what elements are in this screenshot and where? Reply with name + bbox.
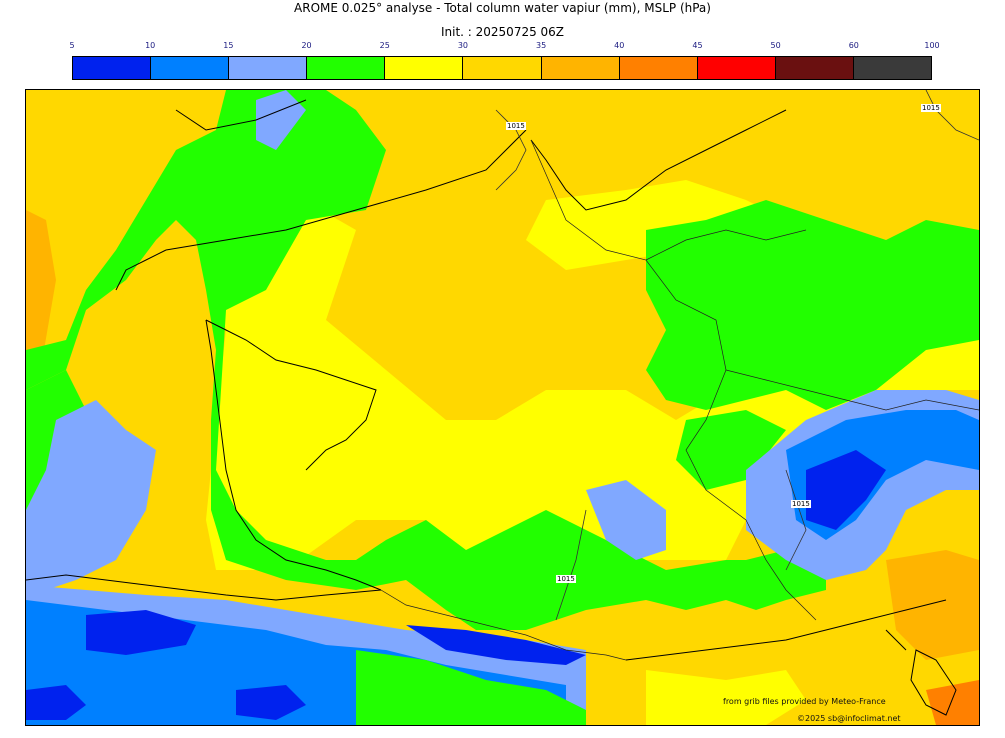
colorbar-swatch [385,57,464,79]
field-5-10-cantabria [86,610,196,655]
colorbar-tick-label: 100 [924,41,940,50]
colorbar-swatch [307,57,386,79]
field-15-20-ocean [26,400,156,590]
isobar-label: 1015 [506,122,526,130]
isobar-label: 1015 [921,104,941,112]
field-15-20-massif [586,480,666,560]
colorbar-swatch [697,57,776,79]
colorbar-tick-label: 25 [379,41,390,50]
isobar-label: 1015 [556,575,576,583]
colorbar-swatch [73,57,152,79]
isobar-label: 1015 [791,500,811,508]
field-20-25-east [646,200,979,410]
colorbar-tick-label: 60 [848,41,859,50]
map-title: AROME 0.025° analyse - Total column wate… [294,1,711,15]
field-20-25-ebro [356,650,586,725]
field-5-10-iberia-c [236,685,306,720]
colorbar-tick-label: 20 [301,41,312,50]
init-time: Init. : 20250725 06Z [440,25,565,39]
colorbar-tick-label: 10 [145,41,156,50]
colorbar-swatch [619,57,698,79]
colorbar-swatch [775,57,854,79]
colorbar-swatch [853,57,932,79]
field-25-30-gulf [646,670,806,725]
colorbar-swatch [229,57,308,79]
field-5-10-pyrenees [406,625,586,665]
colorbar-swatch [151,57,230,79]
colorbar-tick-label: 35 [535,41,547,50]
water-vapour-map [26,90,979,725]
colorbar [72,56,932,80]
source-credit: from grib files provided by Meteo-France [723,697,886,706]
coastlines [26,99,957,716]
copyright-notice: ©2025 sb@infoclimat.net [797,714,901,723]
field-5-10-iberia-sw [26,685,86,720]
colorbar-tick-label: 45 [692,41,703,50]
colorbar-swatch [463,57,542,79]
field-35-40-italy [886,550,979,660]
colorbar-ticks: 5 10 15 20 25 30 35 40 45 50 60 100 [69,41,939,55]
colorbar-swatch [541,57,620,79]
colorbar-tick-label: 15 [223,41,234,50]
field-5-10-alps [806,450,886,530]
field-35-40-west [26,210,56,370]
colorbar-tick-label: 5 [69,41,75,50]
colorbar-tick-label: 40 [614,41,625,50]
field-40-45-corsica [926,680,979,725]
field-20-25-atlantic [26,90,826,630]
map-panel[interactable]: 1015 1015 1015 1015 [25,89,980,726]
country-borders [380,139,979,661]
colorbar-tick-label: 30 [457,41,468,50]
colorbar-tick-label: 50 [770,41,781,50]
field-20-25-jura [676,410,786,490]
